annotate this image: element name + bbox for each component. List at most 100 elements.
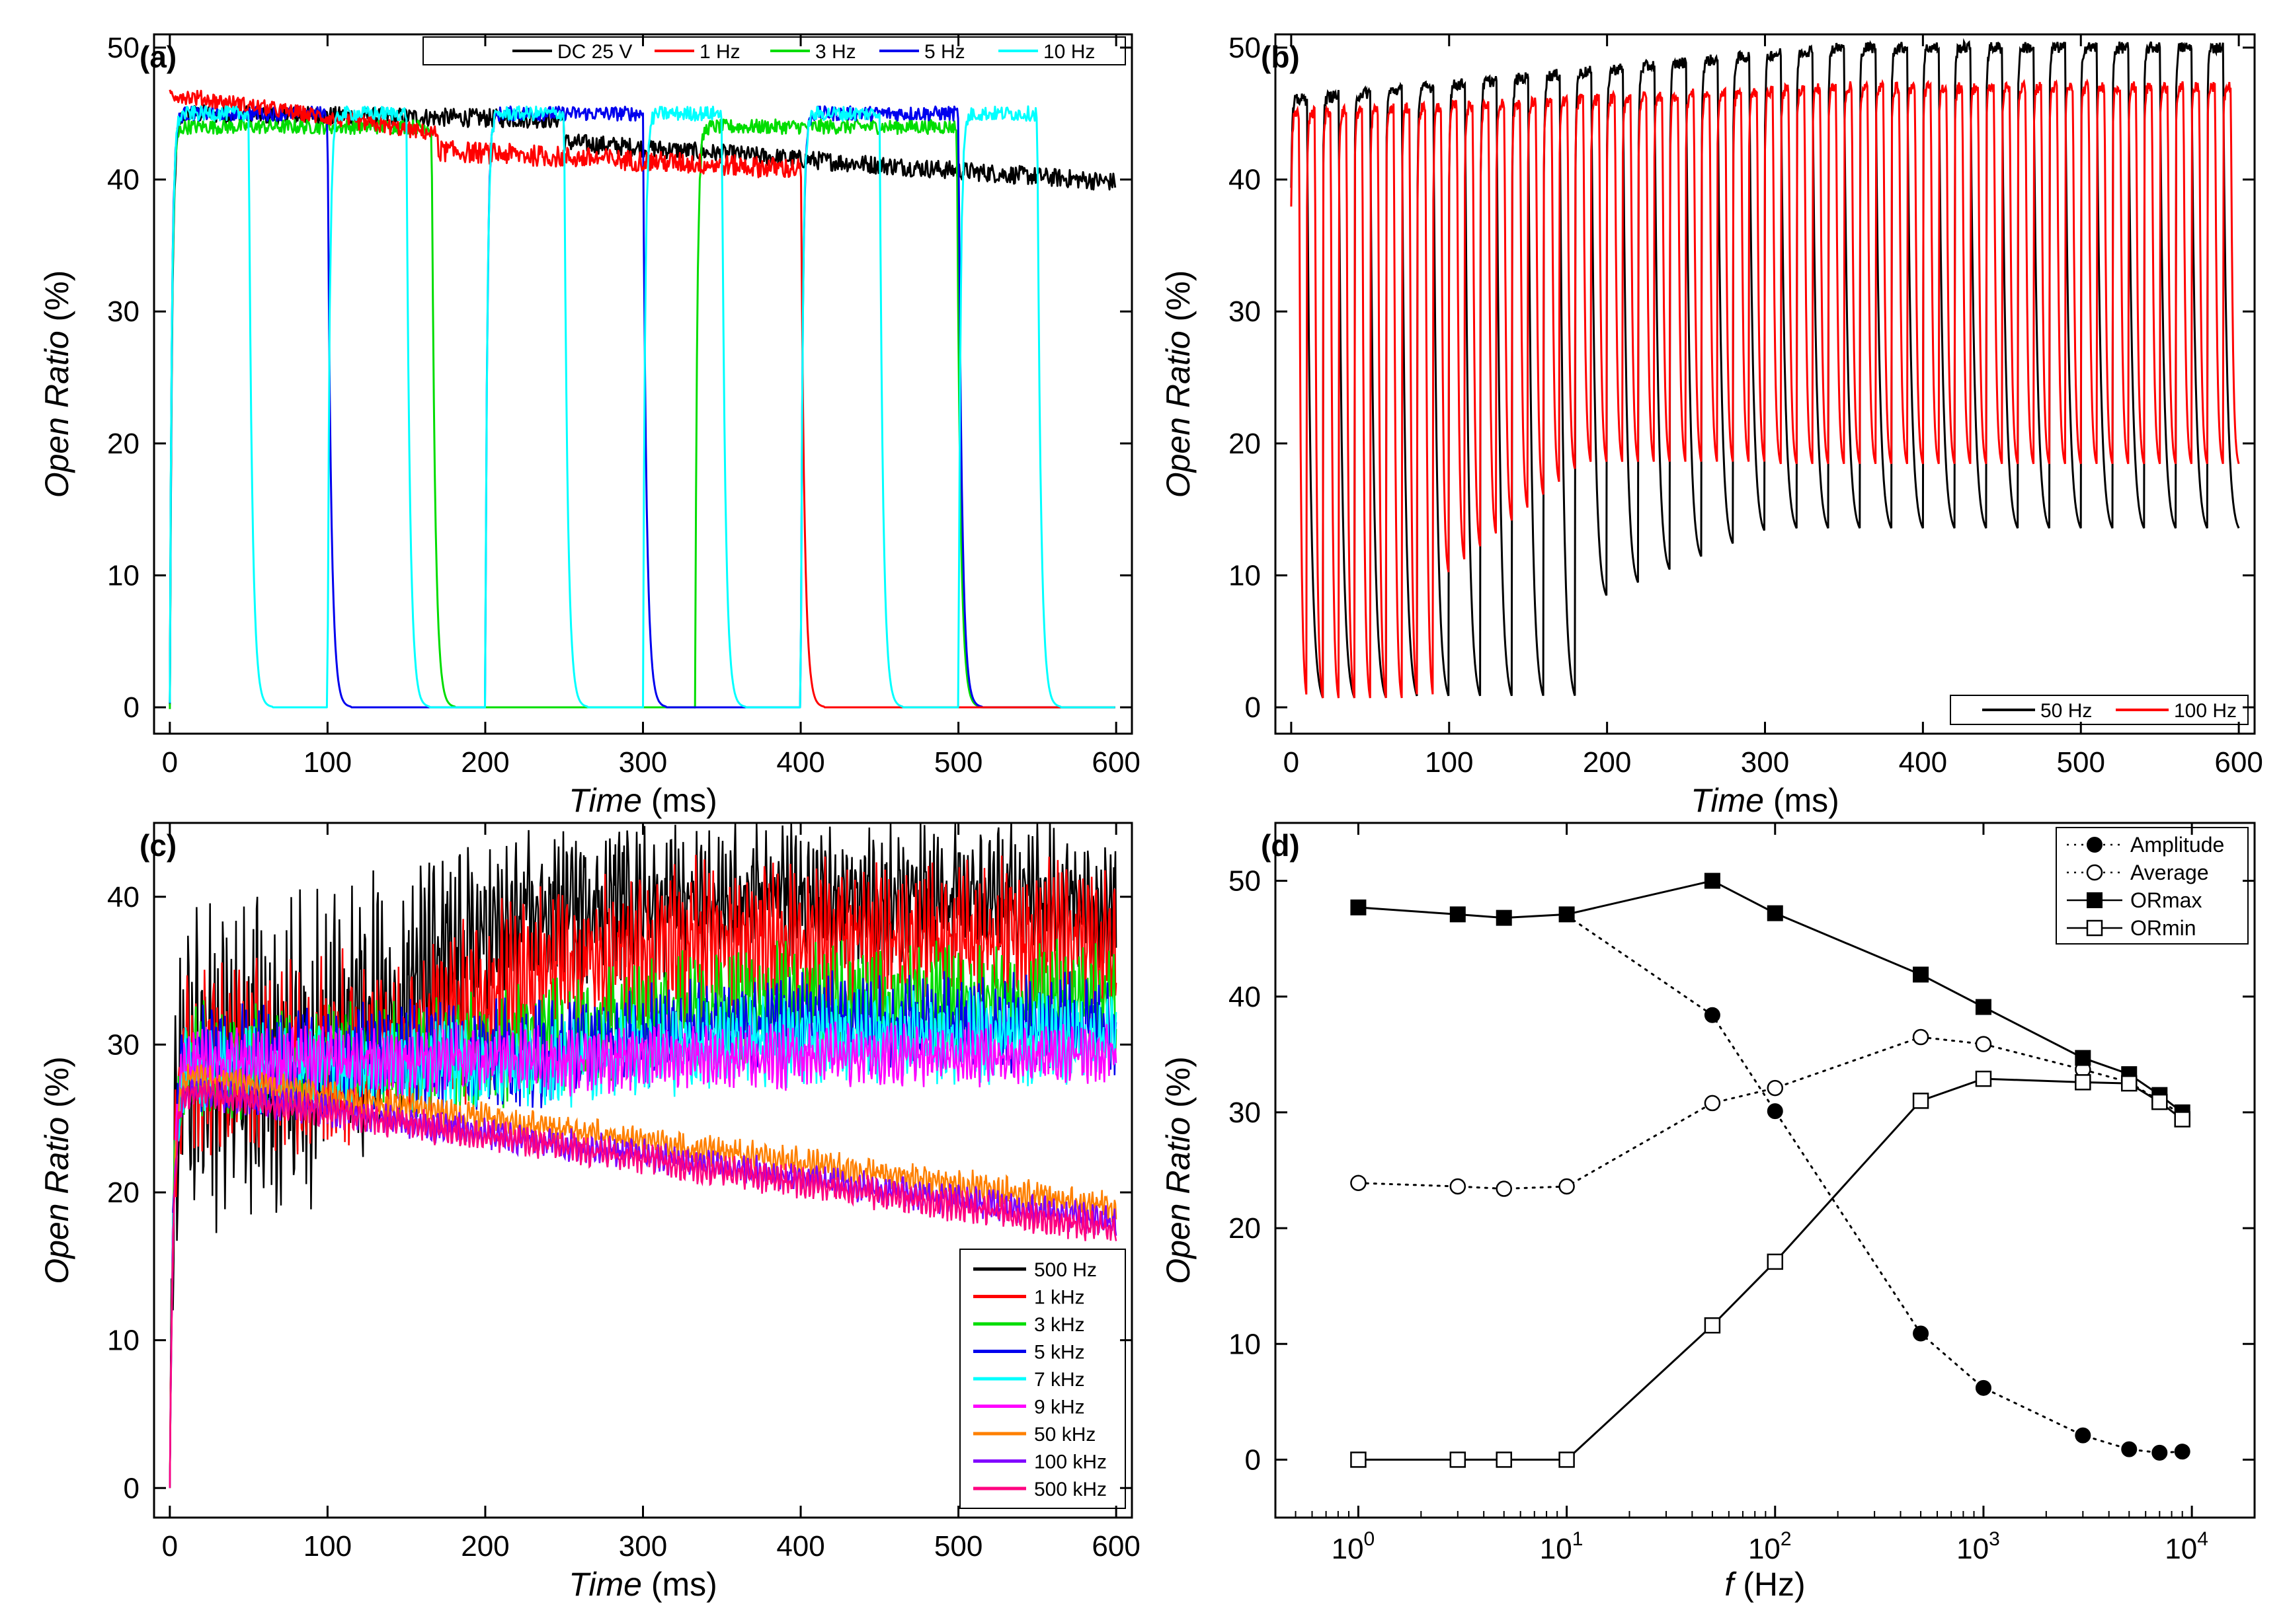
- x-tick-label: 100: [303, 746, 352, 779]
- x-tick-label: 200: [461, 1530, 509, 1563]
- data-point: [1975, 1036, 1992, 1052]
- x-tick-label: 0: [162, 746, 178, 779]
- legend-label: 9 kHz: [1034, 1397, 1085, 1418]
- y-axis-label: Open Ratio (%): [38, 270, 75, 498]
- series-line-500-khz: [169, 1078, 1117, 1489]
- x-tick-label: 0: [1283, 746, 1299, 779]
- y-tick-label: 50: [1228, 865, 1261, 898]
- y-axis-label-space: [38, 1108, 75, 1117]
- legend-label: ORmax: [2130, 888, 2202, 912]
- x-axis-label-unit: (ms): [651, 782, 717, 819]
- series-line-1-khz: [169, 855, 1117, 1489]
- data-point: [1767, 1103, 1783, 1120]
- y-tick-label: 10: [107, 1325, 140, 1357]
- x-axis-label-space: [642, 1566, 651, 1603]
- x-tick-label: 500: [2057, 746, 2105, 779]
- y-axis-label-unit: (%): [1160, 270, 1197, 322]
- x-tick-label: 600: [1092, 746, 1140, 779]
- legend-c: 500 Hz 1 kHz 3 kHz 5 kHz 7 kHz 9 kHz 50 kHz 100…: [959, 1249, 1126, 1509]
- data-point: [1496, 1180, 1512, 1197]
- y-tick-label: 40: [107, 164, 140, 196]
- x-axis-label: Time (ms): [1691, 782, 1839, 819]
- x-tick-base: 10: [1956, 1533, 1989, 1565]
- panel-label: (d): [1261, 828, 1300, 863]
- x-tick-label: 100: [1332, 1528, 1375, 1565]
- y-axis-label: Open Ratio (%): [1160, 1056, 1197, 1284]
- x-tick-exp: 0: [1364, 1528, 1375, 1550]
- y-axis-label: Open Ratio (%): [1160, 270, 1197, 498]
- data-point: [2151, 1093, 2168, 1110]
- data-point: [1975, 1070, 1992, 1087]
- y-axis-label: Open Ratio (%): [38, 1056, 75, 1284]
- y-tick-label: 20: [107, 1177, 140, 1209]
- data-point: [1496, 1451, 1512, 1468]
- x-tick-label: 500: [934, 1530, 982, 1563]
- x-axis-label-var: Time: [1691, 782, 1764, 819]
- x-tick-label: 104: [2165, 1528, 2208, 1565]
- x-tick-label: 102: [1748, 1528, 1792, 1565]
- y-axis-label-space: [1160, 1108, 1197, 1117]
- legend-label: 500 kHz: [1034, 1479, 1107, 1500]
- series-line-100-hz: [1290, 78, 2240, 699]
- x-tick-label: 600: [2214, 746, 2263, 779]
- x-tick-label: 400: [776, 746, 824, 779]
- data-point: [1449, 906, 1466, 923]
- y-axis-label-var: Open Ratio: [1160, 330, 1197, 498]
- x-tick-label: 300: [619, 1530, 667, 1563]
- data-point: [1975, 999, 1991, 1015]
- x-axis-label-space: [1764, 782, 1773, 819]
- data-point: [1350, 899, 1367, 915]
- y-tick-label: 50: [107, 32, 140, 64]
- x-tick-exp: 3: [1989, 1528, 2000, 1550]
- data-point: [1449, 1451, 1466, 1468]
- x-axis-label: Time (ms): [569, 782, 717, 819]
- y-tick-label: 0: [1245, 1444, 1261, 1476]
- x-tick-label: 101: [1540, 1528, 1583, 1565]
- x-tick-label: 400: [1899, 746, 1947, 779]
- data-point: [2174, 1111, 2190, 1128]
- x-tick-label: 103: [1956, 1528, 2000, 1565]
- data-point: [2075, 1427, 2091, 1444]
- x-axis-label: f (Hz): [1724, 1566, 1805, 1603]
- data-point: [1350, 1175, 1367, 1192]
- y-axis-label-space: [1160, 321, 1197, 330]
- data-point: [2121, 1441, 2138, 1457]
- legend-label: ORmin: [2130, 916, 2196, 940]
- series-line: [1357, 1036, 2184, 1190]
- legend-label: 7 kHz: [1034, 1369, 1085, 1391]
- data-point: [1704, 1317, 1721, 1334]
- series-line-5-hz: [169, 105, 1115, 709]
- x-tick-label: 500: [934, 746, 982, 779]
- series-line: [1566, 914, 2184, 1454]
- x-tick-label: 200: [1583, 746, 1631, 779]
- y-tick-label: 40: [1228, 981, 1261, 1013]
- data-point: [2087, 892, 2103, 908]
- data-point: [1558, 906, 1575, 923]
- x-tick-label: 100: [303, 1530, 352, 1563]
- data-point: [2120, 1075, 2138, 1092]
- y-tick-label: 30: [1228, 295, 1261, 328]
- legend-label: Average: [2130, 861, 2209, 884]
- y-tick-label: 40: [107, 881, 140, 913]
- y-tick-label: 10: [107, 559, 140, 592]
- x-axis-label-unit: (Hz): [1743, 1566, 1805, 1603]
- legend-label: DC 25 V: [557, 41, 632, 63]
- data-point: [2174, 1444, 2190, 1460]
- data-point: [1912, 1028, 1929, 1046]
- data-point: [1913, 1325, 1929, 1342]
- legend-label: 50 kHz: [1034, 1424, 1096, 1446]
- legend-label: 5 kHz: [1034, 1342, 1085, 1364]
- panel-label: (b): [1261, 40, 1300, 74]
- y-axis-label-var: Open Ratio: [1160, 1117, 1197, 1284]
- legend-d: Amplitude Average ORmax ORmin: [2056, 827, 2249, 945]
- data-point: [1704, 872, 1720, 889]
- data-point: [1350, 1451, 1367, 1468]
- legend-label: 1 kHz: [1034, 1287, 1085, 1309]
- data-point: [1767, 1253, 1784, 1270]
- y-tick-label: 0: [1245, 691, 1261, 724]
- panel-label: (a): [140, 40, 177, 74]
- y-tick-label: 20: [1228, 428, 1261, 460]
- x-tick-base: 10: [1748, 1533, 1781, 1565]
